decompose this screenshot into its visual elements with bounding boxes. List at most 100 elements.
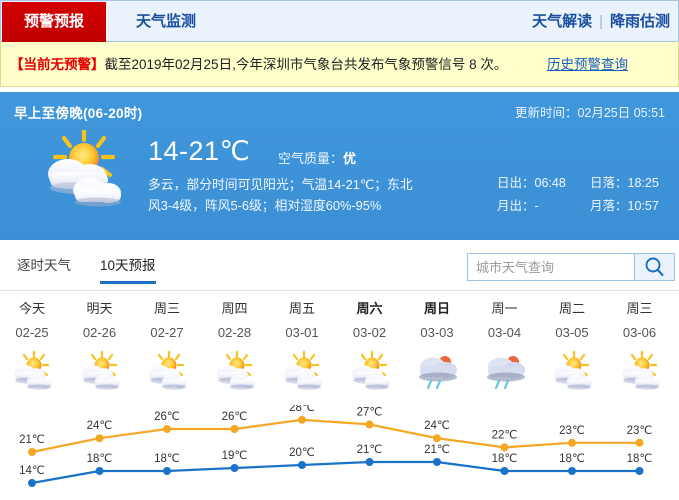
moonset-value: 月落：10:57 [590,199,659,213]
temperature-point-high[interactable] [568,438,576,447]
temperature-chart: 21℃ 24℃ 26℃ 26℃ 28℃ 27℃ 24℃ 22℃ 23℃ 23℃ 14℃ 18℃ 18℃ 1… [0,405,679,500]
day-date: 03-05 [555,325,589,340]
temperature-line-chart: 21℃ 24℃ 26℃ 26℃ 28℃ 27℃ 24℃ 22℃ 23℃ 23℃ 14℃ 18℃ 18℃ 1… [19,405,653,487]
alert-status-badge: 【当前无预警】 [10,57,105,72]
temperature-label-high: 28℃ [289,405,315,414]
temperature-label-low: 20℃ [289,447,315,459]
day-weather-icon [471,351,538,395]
temperature-label-low: 21℃ [357,444,383,456]
temperature-point-high[interactable] [230,425,239,433]
air-quality-label: 空气质量： [278,151,344,166]
search-button[interactable] [634,253,675,281]
tab-hourly-weather[interactable]: 逐时天气 [17,258,71,273]
day-name: 周四 [221,301,248,316]
current-temperature-range: 14-21℃ [148,136,251,166]
tab-ten-day-forecast[interactable]: 10天预报 [100,254,156,284]
forecast-day-column[interactable]: 周五 03-01 [269,291,336,395]
forecast-period-label: 早上至傍晚(06-20时) [14,106,143,121]
search-input[interactable] [468,254,634,280]
nav-link-weather-analysis[interactable]: 天气解读 [532,13,593,30]
day-name: 今天 [18,301,45,316]
temperature-point-low[interactable] [163,467,171,475]
nav-right-links: 天气解读 | 降雨估测 [532,2,670,42]
day-name: 周三 [626,301,653,316]
alert-bar: 【当前无预警】截至2019年02月25日,今年深圳市气象台共发布气象预警信号 8… [0,42,679,87]
temperature-point-low[interactable] [230,464,239,472]
temperature-label-low: 18℃ [87,453,113,465]
day-date: 03-01 [285,325,319,340]
temperature-point-high[interactable] [298,415,306,424]
temperature-label-low: 18℃ [627,453,653,465]
air-quality-value: 优 [343,151,357,166]
sun-behind-clouds-icon [217,350,255,390]
day-weather-icon [606,350,673,395]
forecast-day-column[interactable]: 明天 02-26 [66,291,133,395]
temperature-point-high[interactable] [95,434,104,443]
sunset-value: 日落：18:25 [590,176,659,190]
alert-history-link[interactable]: 历史预警查询 [547,57,628,72]
temperature-point-high[interactable] [433,434,441,443]
sun-behind-clouds-icon [622,350,660,390]
day-date: 02-28 [217,325,252,340]
top-navigation-bar: 预警预报 天气监测 天气解读 | 降雨估测 [0,0,679,42]
sun-behind-clouds-icon [149,350,187,390]
temperature-point-low[interactable] [365,458,374,466]
forecast-day-column[interactable]: 周四 02-28 [201,291,268,395]
city-search-box[interactable] [467,253,634,281]
temperature-point-low[interactable] [28,479,36,487]
sun-behind-clouds-icon [82,350,120,390]
forecast-day-column[interactable]: 周三 02-27 [134,291,201,395]
temperature-label-high: 23℃ [559,425,585,437]
day-date: 03-03 [420,325,454,340]
day-name: 周三 [153,301,180,316]
temperature-line-low [30,460,641,485]
temperature-label-low: 19℃ [222,450,248,462]
temperature-point-low[interactable] [568,467,576,475]
temperature-label-high: 21℃ [19,434,45,446]
forecast-day-column[interactable]: 周二 03-05 [539,291,606,395]
temperature-point-high[interactable] [500,443,509,452]
sun-behind-clouds-icon [28,127,138,208]
day-date: 02-26 [82,325,117,340]
day-weather-icon [134,350,201,395]
temperature-label-high: 24℃ [424,420,450,432]
moonrise-value: 月出：- [497,199,539,213]
forecast-day-column[interactable]: 周日 03-03 [404,291,471,395]
day-weather-icon [336,350,403,395]
sun-moon-info: 日出：06:48 日落：18:25 月出：- 月落：10:57 [497,172,672,218]
rain-cloud-icon [419,356,457,390]
sun-behind-clouds-icon [554,350,592,390]
temperature-point-high[interactable] [163,425,171,433]
day-weather-icon [404,351,471,395]
nav-separator: | [599,13,603,30]
forecast-day-column[interactable]: 周三 03-06 [606,291,673,395]
day-weather-icon [269,350,336,395]
forecast-day-column[interactable]: 周六 03-02 [336,291,403,395]
temperature-point-high[interactable] [365,420,374,429]
sun-behind-clouds-icon [14,350,52,390]
current-weather-panel: 早上至傍晚(06-20时) 更新时间：02月25日 05:51 [0,92,679,240]
sunrise-value: 日出：06:48 [497,176,566,190]
forecast-day-column[interactable]: 今天 02-25 [0,291,66,395]
day-weather-icon [539,350,606,395]
day-name: 周一 [491,301,518,316]
nav-link-rain-estimate[interactable]: 降雨估测 [609,13,670,30]
nav-tab-weather-monitor[interactable]: 天气监测 [135,13,196,30]
temperature-point-low[interactable] [500,467,509,475]
temperature-point-low[interactable] [95,467,104,475]
weather-description: 多云，部分时间可见阳光；气温14-21℃；东北风3-4级，阵风5-6级；相对湿度… [148,177,413,213]
temperature-point-low[interactable] [433,458,441,466]
sun-behind-clouds-icon [284,350,322,390]
day-weather-icon [66,350,133,395]
forecast-day-column[interactable]: 周一 03-04 [471,291,538,395]
temperature-line-high [30,418,641,454]
temperature-point-high[interactable] [635,438,644,447]
temperature-point-low[interactable] [635,467,644,475]
temperature-point-low[interactable] [298,461,306,469]
temperature-point-high[interactable] [28,448,36,456]
nav-tab-warning-forecast[interactable]: 预警预报 [2,2,106,42]
day-name: 周二 [558,301,585,316]
day-date: 03-06 [622,325,657,340]
day-weather-icon [0,350,66,395]
